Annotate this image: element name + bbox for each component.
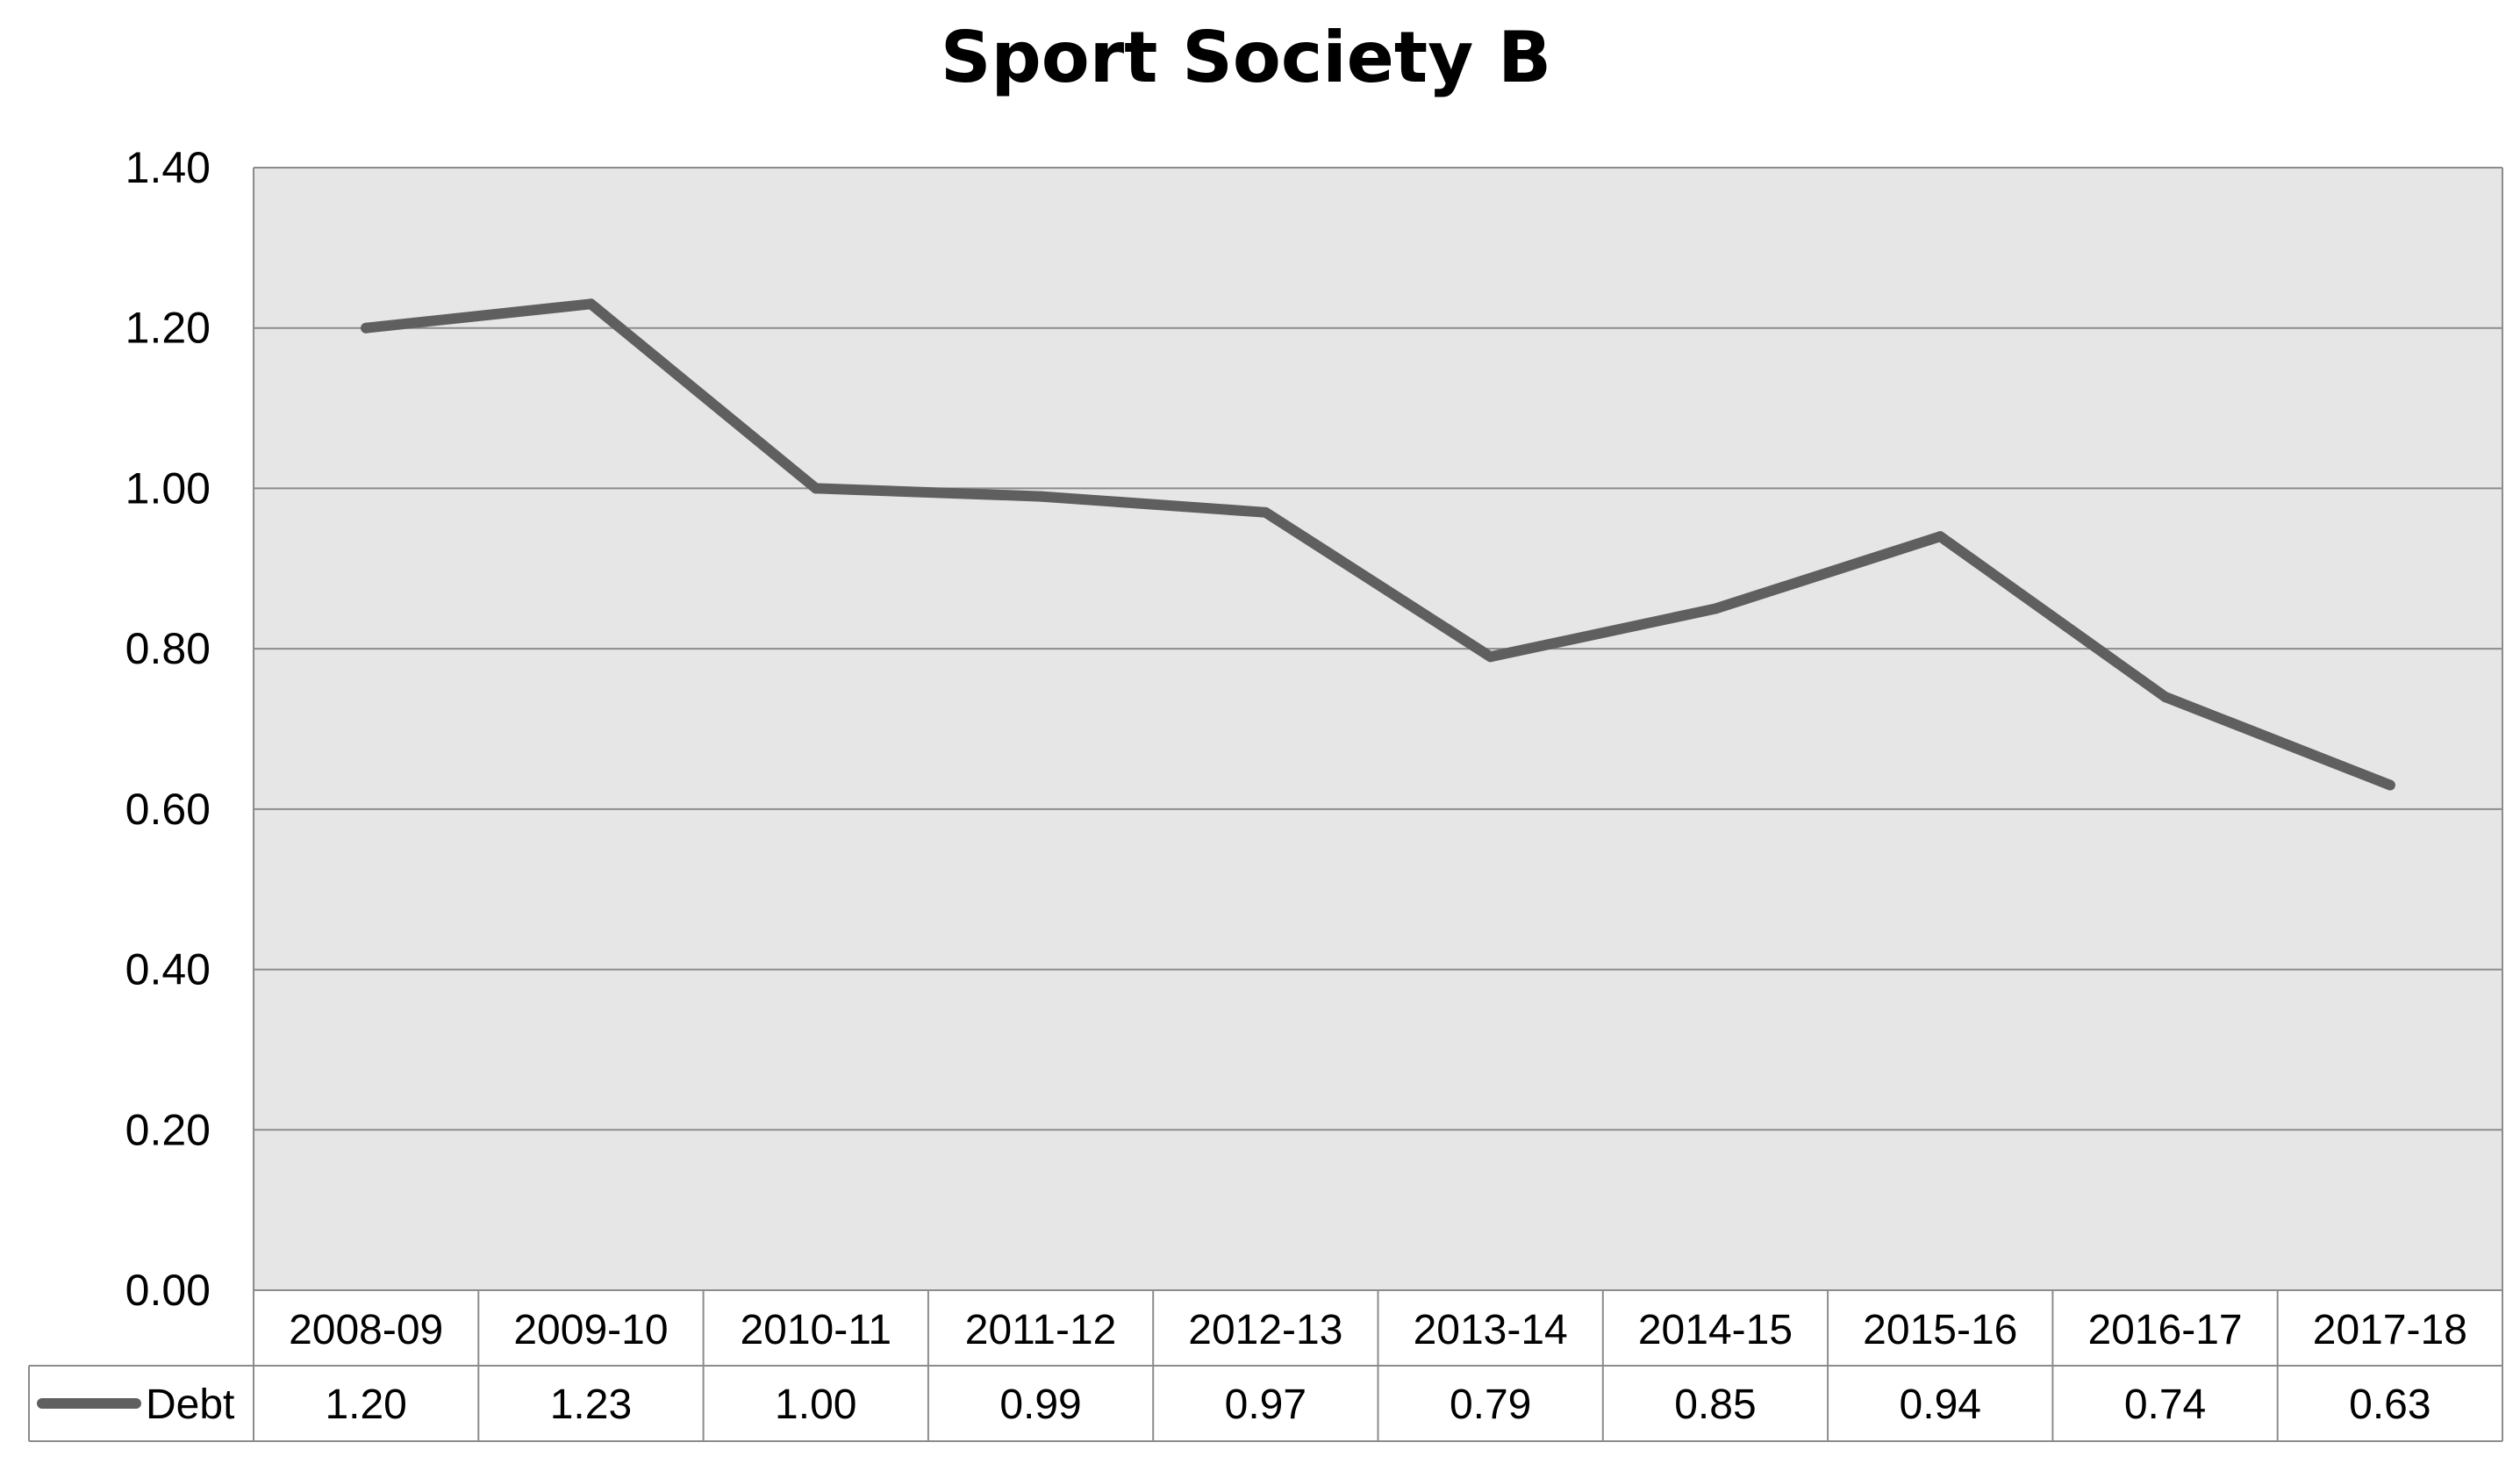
data-table-value: 0.74 [2124, 1381, 2206, 1428]
x-category-label: 2012-13 [1188, 1307, 1342, 1353]
y-tick-label: 0.60 [125, 785, 211, 834]
data-point [1935, 531, 1946, 542]
data-point [585, 298, 597, 310]
y-tick-label: 0.40 [125, 945, 211, 994]
data-table: 2008-09 2009-10 2010-11 2011-12 2012-13 2013-… [28, 1289, 2503, 1442]
x-category-label: 2016-17 [2087, 1307, 2242, 1353]
x-category-label: 2011-12 [965, 1307, 1117, 1353]
data-table-value: 0.94 [1900, 1381, 1981, 1428]
data-table-value: 0.63 [2349, 1381, 2431, 1428]
chart-title: Sport Society B [941, 17, 1551, 98]
x-category-label: 2010-11 [740, 1307, 891, 1353]
data-table-value: 1.23 [550, 1381, 632, 1428]
data-point [1709, 603, 1721, 614]
data-table-value: 0.99 [999, 1381, 1081, 1428]
x-category-label: 2009-10 [513, 1307, 668, 1353]
legend-series-name: Debt [146, 1381, 234, 1428]
x-category-label: 2017-18 [2313, 1307, 2467, 1353]
y-tick-label: 0.20 [125, 1105, 211, 1154]
x-category-label: 2014-15 [1638, 1307, 1793, 1353]
data-table-value: 1.20 [325, 1381, 406, 1428]
y-tick-label: 1.40 [125, 143, 211, 192]
data-point [361, 322, 372, 334]
x-category-label: 2015-16 [1863, 1307, 2017, 1353]
series-lines [361, 298, 2395, 791]
x-category-label: 2008-09 [289, 1307, 443, 1353]
y-tick-label: 0.00 [125, 1266, 211, 1315]
data-table-value: 1.00 [775, 1381, 856, 1428]
plot-area [254, 168, 2502, 1290]
data-point [1485, 651, 1496, 663]
x-category-label: 2013-14 [1414, 1307, 1568, 1353]
data-point [1035, 491, 1047, 502]
data-table-value: 0.79 [1450, 1381, 1531, 1428]
y-axis-tick-labels: 0.00 0.20 0.40 0.60 0.80 1.00 1.20 1.40 [125, 143, 211, 1315]
y-tick-label: 1.00 [125, 463, 211, 513]
y-tick-label: 1.20 [125, 304, 211, 353]
data-table-value: 0.85 [1674, 1381, 1756, 1428]
data-table-value: 0.97 [1225, 1381, 1307, 1428]
data-point [2384, 779, 2395, 791]
data-point [810, 483, 821, 494]
data-point [2159, 691, 2171, 702]
y-tick-label: 0.80 [125, 624, 211, 673]
data-point [1260, 506, 1271, 518]
series-line-debt [361, 298, 2395, 791]
